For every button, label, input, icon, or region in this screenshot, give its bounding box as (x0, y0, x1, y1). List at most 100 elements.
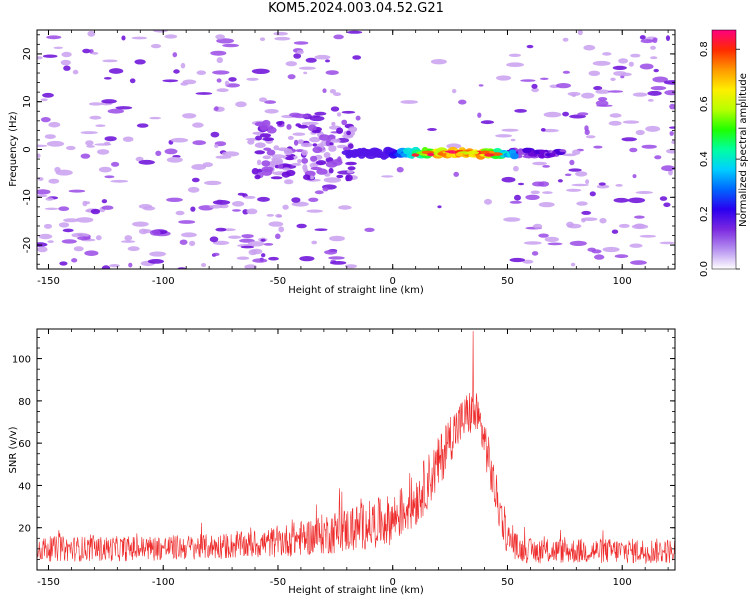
noise-spot (37, 194, 48, 198)
noise-spot (285, 156, 295, 161)
noise-spot (127, 246, 140, 252)
noise-spot (663, 202, 671, 208)
noise-spot (315, 160, 327, 166)
noise-spot (241, 234, 254, 239)
noise-spot (630, 260, 647, 265)
noise-spot (86, 145, 95, 148)
noise-spot (277, 163, 284, 169)
noise-spot (608, 120, 622, 126)
noise-spot (311, 240, 318, 245)
noise-spot (630, 53, 641, 58)
noise-spot (538, 152, 545, 159)
noise-spot (621, 137, 637, 142)
noise-spot (209, 204, 223, 209)
noise-spot (300, 142, 313, 148)
snr-x-tick-label: -50 (270, 577, 286, 588)
noise-spot (596, 184, 610, 189)
noise-spot (254, 150, 265, 155)
noise-spot (122, 136, 134, 142)
noise-spot (179, 239, 188, 245)
noise-spot (669, 131, 674, 136)
noise-spot (192, 122, 204, 128)
noise-spot (264, 100, 277, 104)
noise-spot (264, 109, 279, 114)
noise-spot (102, 59, 118, 63)
noise-spot (381, 175, 394, 178)
noise-spot (111, 161, 120, 167)
noise-spot (669, 126, 675, 129)
noise-spot (501, 128, 519, 132)
noise-spot (212, 200, 231, 205)
noise-spot (136, 123, 149, 128)
noise-spot (287, 135, 294, 140)
noise-spot (532, 181, 545, 187)
spectrogram-y-axis-label: Frequency (Hz) (8, 111, 19, 187)
noise-spot (581, 210, 592, 215)
noise-spot (566, 188, 582, 192)
noise-spot (59, 261, 68, 266)
noise-spot (628, 61, 634, 67)
noise-spot (178, 220, 196, 224)
noise-spot (503, 217, 521, 222)
noise-spot (437, 205, 442, 209)
noise-spot (101, 205, 114, 210)
noise-spot (595, 89, 611, 94)
noise-spot (164, 34, 178, 39)
noise-spot (274, 36, 291, 41)
spectrogram-noise-spots (37, 30, 675, 269)
noise-spot (82, 48, 91, 54)
noise-spot (259, 124, 268, 131)
noise-spot (577, 30, 583, 36)
noise-spot (46, 35, 62, 40)
noise-spot (271, 154, 286, 159)
noise-spot (82, 200, 88, 207)
snr-y-tick-label: 20 (18, 524, 31, 535)
noise-spot (287, 74, 296, 80)
noise-spot (128, 262, 133, 268)
noise-spot (400, 100, 419, 104)
noise-spot (95, 124, 106, 127)
noise-spot (562, 37, 569, 42)
noise-spot (162, 79, 179, 83)
noise-spot (44, 207, 59, 210)
noise-spot (251, 68, 270, 75)
noise-spot (661, 165, 675, 172)
noise-spot (329, 89, 336, 94)
noise-spot (44, 223, 52, 229)
snr-x-axis-label: Height of straight line (km) (288, 585, 424, 596)
noise-spot (645, 125, 661, 132)
noise-spot (478, 84, 484, 87)
noise-spot (282, 167, 291, 171)
noise-spot (510, 138, 516, 142)
noise-spot (325, 139, 331, 147)
noise-spot (46, 140, 65, 147)
noise-spot (60, 59, 71, 66)
noise-spot (68, 189, 86, 193)
spectrogram-x-tick-label: -50 (270, 276, 286, 287)
noise-spot (598, 97, 608, 102)
noise-spot (341, 110, 356, 114)
noise-spot (302, 164, 308, 171)
noise-spot (297, 159, 302, 164)
noise-spot (650, 86, 667, 91)
noise-spot (647, 90, 662, 96)
noise-spot (328, 256, 345, 260)
noise-spot (307, 124, 317, 132)
noise-spot (571, 183, 589, 187)
noise-spot (285, 61, 298, 67)
colorbar-tick-label: 0.2 (699, 206, 710, 222)
noise-spot (531, 87, 539, 93)
noise-spot (275, 233, 281, 240)
noise-spot (149, 229, 161, 236)
noise-spot (310, 155, 318, 162)
noise-spot (532, 161, 547, 166)
noise-spot (134, 59, 146, 65)
noise-spot (576, 201, 588, 206)
noise-spot (291, 162, 302, 166)
noise-spot (214, 106, 219, 111)
noise-spot (215, 34, 225, 40)
noise-spot (599, 217, 607, 224)
noise-spot (273, 31, 288, 36)
noise-spot (115, 106, 133, 110)
noise-spot (533, 223, 543, 229)
